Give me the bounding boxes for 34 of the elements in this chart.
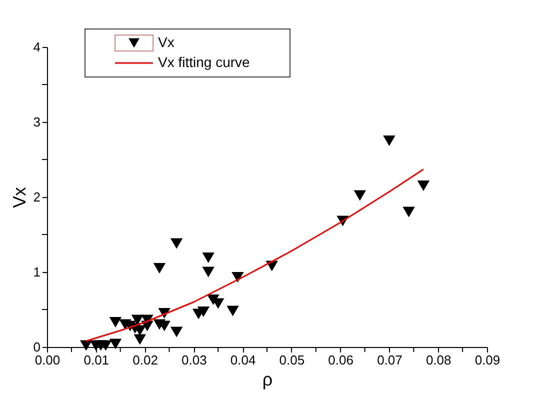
x-tick-label: 0.04 xyxy=(230,352,256,368)
y-tick-label: 4 xyxy=(33,40,40,54)
x-tick-label: 0.00 xyxy=(34,352,60,368)
legend-label: Vx fitting curve xyxy=(158,54,250,70)
y-tick-label: 1 xyxy=(33,264,40,280)
point xyxy=(354,190,366,201)
point xyxy=(170,326,183,338)
point xyxy=(417,180,430,192)
x-axis-title: ρ xyxy=(262,370,273,390)
x-tick-label: 0.07 xyxy=(377,352,402,368)
point xyxy=(134,334,146,345)
x-tick-label: 0.09 xyxy=(474,352,500,368)
x-tick-label: 0.06 xyxy=(328,352,354,368)
point xyxy=(153,262,166,274)
point xyxy=(170,238,183,249)
y-axis-title: Vx xyxy=(9,186,30,208)
point xyxy=(226,306,239,316)
y-tick-label: 2 xyxy=(33,190,40,204)
point xyxy=(202,266,214,278)
x-tick-label: 0.08 xyxy=(426,352,452,368)
legend-label: Vx xyxy=(158,34,174,50)
point xyxy=(197,306,210,318)
y-tick-label: 0 xyxy=(33,340,40,354)
point xyxy=(402,206,415,218)
x-tick-label: 0.02 xyxy=(132,352,158,368)
point xyxy=(109,316,122,328)
x-tick-label: 0.01 xyxy=(84,352,110,368)
y-tick-label: 3 xyxy=(33,114,40,130)
point xyxy=(202,252,214,264)
x-tick-label: 0.03 xyxy=(182,352,207,368)
point xyxy=(109,338,122,350)
point xyxy=(383,135,396,146)
point xyxy=(100,340,112,351)
x-tick-label: 0.05 xyxy=(279,352,305,368)
